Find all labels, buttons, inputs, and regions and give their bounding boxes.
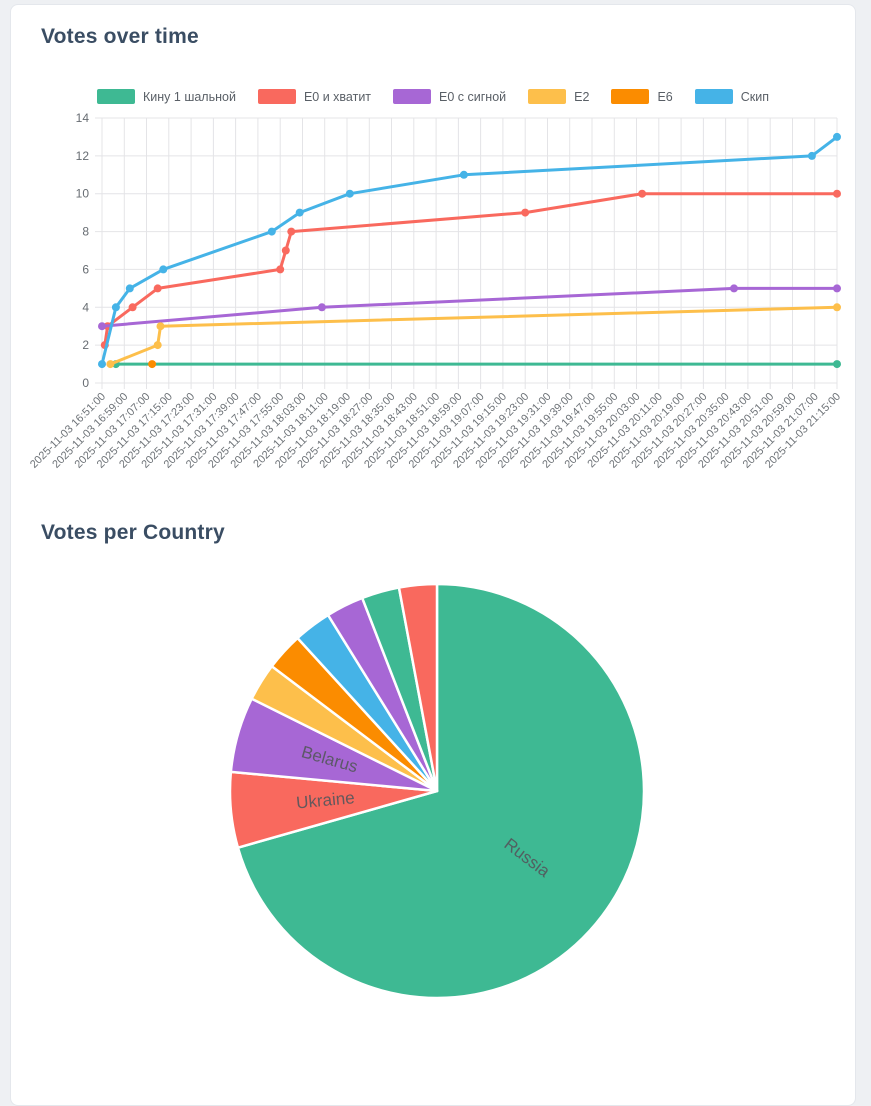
legend-swatch [393,89,432,104]
data-point [833,132,841,141]
pie-slice-9[interactable] [397,582,439,793]
series-line [100,135,839,366]
dashboard-card: Votes over time Кину 1 шальной Е0 и хвати… [10,4,856,1106]
data-point [521,208,530,217]
data-point [345,189,354,198]
data-point [833,360,841,369]
legend-item-3[interactable]: Е0 с сигной [393,89,506,104]
y-tick-label: 6 [82,262,89,276]
legend-item-4[interactable]: Е2 [528,89,589,104]
data-point [148,360,157,369]
data-point [638,189,647,198]
data-point [276,265,285,274]
series-line [108,305,839,366]
legend-swatch [611,89,650,104]
legend-label: Кину 1 шальной [143,89,236,104]
data-point [153,341,162,350]
legend-item-6[interactable]: Скип [694,89,769,104]
data-point [106,360,115,369]
data-point [317,303,326,312]
data-point [295,208,304,217]
y-tick-label: 8 [82,225,89,239]
y-tick-label: 4 [82,300,89,314]
data-point [98,360,106,369]
legend-label: Е0 и хватит [303,89,372,104]
data-point [833,284,841,293]
y-tick-label: 10 [76,187,90,201]
line-chart-title: Votes over time [41,25,199,48]
series-line [103,192,839,347]
pie-slice-russia[interactable] [236,582,646,1000]
legend-swatch [97,89,135,104]
data-point [833,303,841,312]
data-point [153,284,162,293]
data-point [730,284,738,293]
legend-label: Скип [740,89,769,104]
legend-label: Е6 [657,89,673,104]
data-point [267,227,276,236]
legend-label: Е0 с сигной [439,89,507,104]
data-point [807,151,816,160]
data-point [156,322,165,331]
legend-item-1[interactable]: Кину 1 шальной [97,89,236,104]
data-point [281,246,290,255]
legend-item-5[interactable]: Е6 [611,89,673,104]
data-point [128,303,137,312]
pie-chart-title: Votes per Country [41,521,225,544]
line-chart-legend: Кину 1 шальной Е0 и хватит Е0 с сигной Е2 Е6… [11,89,855,104]
data-point [833,189,841,198]
legend-swatch [528,89,567,104]
legend-label: Е2 [574,89,590,104]
y-tick-label: 12 [76,149,90,163]
y-tick-label: 2 [82,338,89,352]
data-point [125,284,134,293]
y-tick-label: 0 [82,376,89,390]
data-point [98,322,106,331]
legend-swatch [257,89,296,104]
series-line [100,286,839,328]
data-point [287,227,296,236]
data-point [159,265,168,274]
legend-item-2[interactable]: Е0 и хватит [257,89,372,104]
y-tick-label: 14 [76,111,90,125]
data-point [111,303,120,312]
data-point [459,170,468,179]
legend-swatch [694,89,733,104]
